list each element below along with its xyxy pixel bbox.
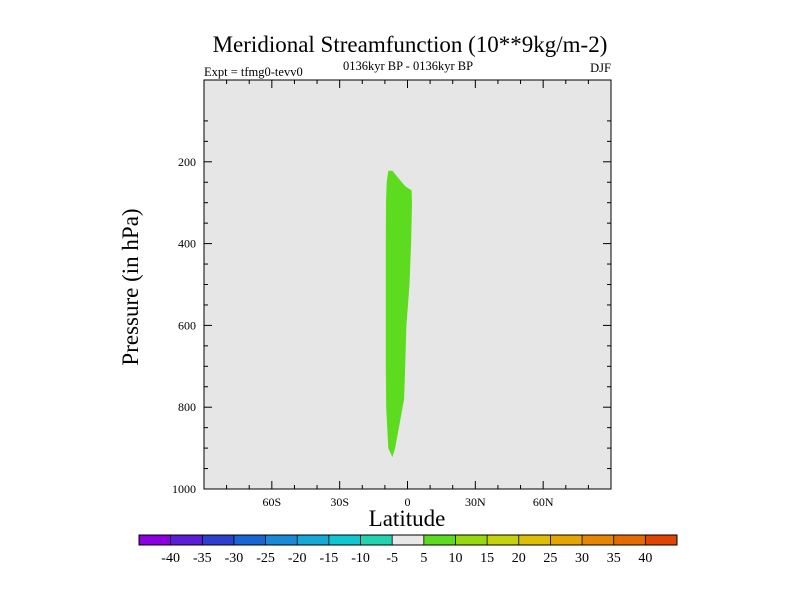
colorbar-swatch — [613, 535, 646, 545]
colorbar-label: -30 — [225, 551, 244, 566]
x-tick-label: 60S — [262, 495, 281, 509]
y-tick-label: 800 — [178, 400, 196, 414]
colorbar-swatch — [297, 535, 330, 545]
colorbar-swatch — [487, 535, 520, 545]
colorbar-label: 40 — [638, 551, 652, 566]
colorbar-label: -40 — [161, 551, 180, 566]
colorbar-label: 25 — [543, 551, 557, 566]
colorbar-label: -20 — [288, 551, 307, 566]
chart-title: Meridional Streamfunction (10**9kg/m-2) — [213, 32, 608, 57]
colorbar-swatch — [170, 535, 203, 545]
colorbar-label: -25 — [256, 551, 275, 566]
x-tick-label: 0 — [405, 495, 411, 509]
colorbar-frame — [138, 534, 678, 546]
colorbar-label: -35 — [193, 551, 212, 566]
colorbar-swatch — [455, 535, 488, 545]
y-tick-label: 200 — [178, 155, 196, 169]
colorbar-swatch — [550, 535, 583, 545]
colorbar-label: 35 — [607, 551, 621, 566]
colorbar-swatch — [582, 535, 615, 545]
contour-region-0 — [385, 170, 412, 458]
colorbar-swatch — [360, 535, 393, 545]
colorbar-swatch — [233, 535, 266, 545]
season-label: DJF — [590, 61, 611, 75]
colorbar-swatch — [645, 535, 678, 545]
colorbar-label: 30 — [575, 551, 589, 566]
plot-frame — [203, 79, 612, 490]
colorbar-swatch — [518, 535, 551, 545]
x-tick-label: 30S — [330, 495, 349, 509]
colorbar-label: 10 — [448, 551, 462, 566]
contour-layer — [385, 170, 412, 458]
colorbar-label: 20 — [512, 551, 526, 566]
colorbar-label: -10 — [351, 551, 370, 566]
y-tick-label: 1000 — [172, 482, 196, 496]
colorbar-swatch — [202, 535, 235, 545]
x-tick-label: 30N — [465, 495, 486, 509]
colorbar: -40 -35 -30 -25 -20 -15 -10 -5 5 10 15 20 25 30 35 40 — [138, 534, 678, 566]
x-tick-label: 60N — [533, 495, 554, 509]
time-range-label: 0136kyr BP - 0136kyr BP — [343, 59, 473, 73]
x-axis-label: Latitude — [369, 506, 446, 531]
colorbar-swatch — [392, 535, 425, 545]
experiment-label: Expt = tfmg0-tevv0 — [204, 65, 303, 79]
y-axis-label: Pressure (in hPa) — [118, 208, 143, 365]
y-tick-label: 400 — [178, 237, 196, 251]
colorbar-swatch — [265, 535, 298, 545]
colorbar-label: 5 — [420, 551, 427, 566]
colorbar-swatch — [423, 535, 456, 545]
y-tick-label: 600 — [178, 318, 196, 332]
axes-layer: 60S 30S 0 30N 60N 200 400 600 800 1000 — [172, 80, 611, 509]
colorbar-swatch — [139, 535, 171, 545]
colorbar-label: -15 — [320, 551, 339, 566]
colorbar-label: 15 — [480, 551, 494, 566]
colorbar-swatch — [328, 535, 361, 545]
colorbar-label: -5 — [386, 551, 398, 566]
